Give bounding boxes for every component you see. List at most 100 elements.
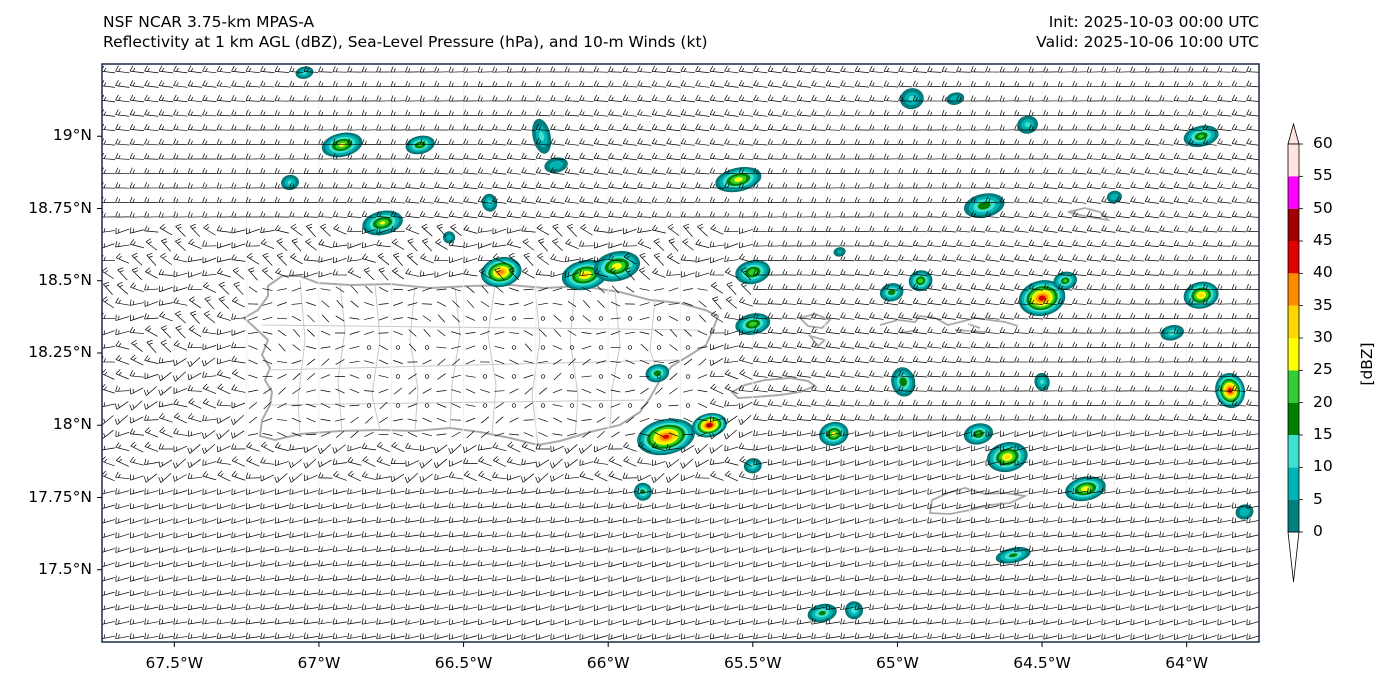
wind-barb-flag	[103, 198, 106, 203]
wind-barb-staff	[942, 273, 956, 277]
wind-barb-flag	[246, 252, 252, 258]
wind-barb-staff	[1043, 303, 1058, 305]
wind-barb-flag	[683, 183, 687, 188]
wind-barb-flag	[173, 196, 176, 203]
wind-barb-flag	[1205, 111, 1209, 116]
wind-barb-staff	[365, 285, 373, 294]
wind-barb-staff	[565, 172, 579, 175]
wind-barb-staff	[639, 359, 650, 365]
wind-barb-flag	[234, 198, 237, 203]
echo-cell	[963, 193, 1005, 218]
wind-barb-flag	[1217, 181, 1221, 188]
wind-barb-staff	[335, 315, 345, 322]
wind-barb-flag	[1133, 169, 1136, 174]
wind-barb-flag	[260, 196, 263, 203]
wind-barb-flag	[611, 169, 614, 174]
wind-barb-staff	[1217, 172, 1232, 175]
wind-barb-flag	[1249, 169, 1252, 174]
wind-barb-flag	[245, 240, 249, 247]
wind-barb-flag	[669, 198, 672, 203]
wind-barb-staff	[927, 230, 942, 233]
wind-barb-flag	[1231, 283, 1235, 290]
wind-barb-flag	[640, 241, 644, 245]
wind-barb-flag	[811, 196, 814, 203]
wind-barb-flag	[535, 196, 540, 202]
wind-barb-staff	[421, 240, 433, 252]
wind-barb-flag	[1162, 198, 1165, 203]
wind-barb-staff	[466, 300, 475, 308]
wind-barb-staff	[666, 85, 681, 88]
wind-barb-flag	[654, 213, 657, 217]
wind-barb-staff	[173, 114, 188, 117]
wind-barb-flag	[147, 198, 150, 203]
wind-barb-flag	[970, 239, 975, 246]
wind-barb-flag	[552, 223, 559, 227]
wind-barb-staff	[681, 99, 695, 103]
wind-barb-staff	[927, 317, 942, 320]
wind-barb-flag	[118, 371, 122, 376]
wind-barb-flag	[941, 254, 946, 260]
wind-barb-staff	[115, 143, 130, 146]
wind-barb-flag	[1046, 68, 1049, 73]
wind-barb-flag	[1249, 285, 1252, 290]
wind-barb-flag	[709, 109, 714, 115]
wind-barb-staff	[594, 143, 608, 146]
wind-barb-flag	[117, 281, 123, 286]
wind-barb-staff	[378, 269, 389, 281]
wind-barb-flag	[898, 225, 902, 232]
wind-barb-flag	[292, 97, 295, 102]
wind-barb-flag	[944, 184, 947, 189]
wind-barb-flag	[289, 182, 292, 189]
wind-barb-staff	[697, 330, 708, 336]
wind-barb-flag	[451, 154, 454, 159]
wind-barb-flag	[506, 181, 511, 188]
wind-barb-flag	[361, 109, 365, 116]
wind-barb-flag	[260, 153, 263, 160]
wind-barb-staff	[378, 316, 389, 321]
wind-barb-flag	[828, 198, 831, 203]
wind-barb-staff	[204, 298, 215, 310]
wind-barb-staff	[144, 99, 159, 103]
wind-barb-flag	[843, 96, 846, 101]
wind-barb-flag	[379, 97, 382, 102]
wind-barb-staff	[231, 229, 246, 234]
wind-barb-flag	[161, 111, 165, 116]
wind-barb-flag	[828, 96, 832, 101]
wind-barb-staff	[970, 332, 986, 334]
wind-barb-flag	[883, 153, 887, 160]
wind-barb-staff	[492, 172, 507, 175]
echo-cell	[1034, 372, 1050, 391]
wind-barb-flag	[901, 213, 904, 218]
wind-barb-staff	[347, 243, 362, 249]
wind-barb-flag	[782, 94, 786, 101]
wind-barb-flag	[1231, 356, 1235, 363]
wind-barb-flag	[1101, 298, 1105, 304]
wind-barb-flag	[405, 167, 409, 174]
wind-barb-staff	[767, 317, 783, 320]
wind-barb-staff	[492, 143, 507, 146]
wind-barb-flag	[912, 341, 917, 347]
wind-barb-flag	[347, 196, 351, 203]
wind-barb-staff	[217, 230, 231, 233]
wind-barb-staff	[623, 186, 637, 190]
wind-barb-flag	[1188, 225, 1192, 232]
wind-barb-flag	[466, 126, 469, 131]
wind-barb-staff	[130, 302, 144, 306]
wind-barb-flag	[1101, 268, 1105, 275]
wind-barb-flag	[405, 138, 409, 145]
wind-barb-staff	[927, 288, 942, 291]
wind-barb-flag	[857, 314, 861, 319]
wind-barb-flag	[999, 210, 1004, 217]
wind-barb-flag	[163, 241, 168, 244]
wind-barb-flag	[785, 285, 788, 290]
wind-barb-flag	[1014, 210, 1018, 217]
wind-barb-flag	[886, 227, 889, 232]
wind-barb-staff	[1116, 172, 1130, 175]
wind-barb-flag	[115, 297, 119, 303]
wind-barb-flag	[641, 270, 646, 273]
wind-barb-flag	[131, 267, 138, 271]
wind-barb-staff	[1202, 245, 1218, 247]
wind-barb-flag	[379, 212, 382, 217]
wind-barb-flag	[274, 65, 278, 72]
wind-barb-flag	[1089, 270, 1093, 275]
